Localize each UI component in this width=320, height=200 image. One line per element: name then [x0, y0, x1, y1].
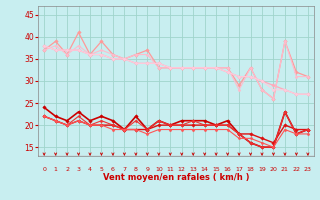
X-axis label: Vent moyen/en rafales ( km/h ): Vent moyen/en rafales ( km/h )	[103, 174, 249, 182]
